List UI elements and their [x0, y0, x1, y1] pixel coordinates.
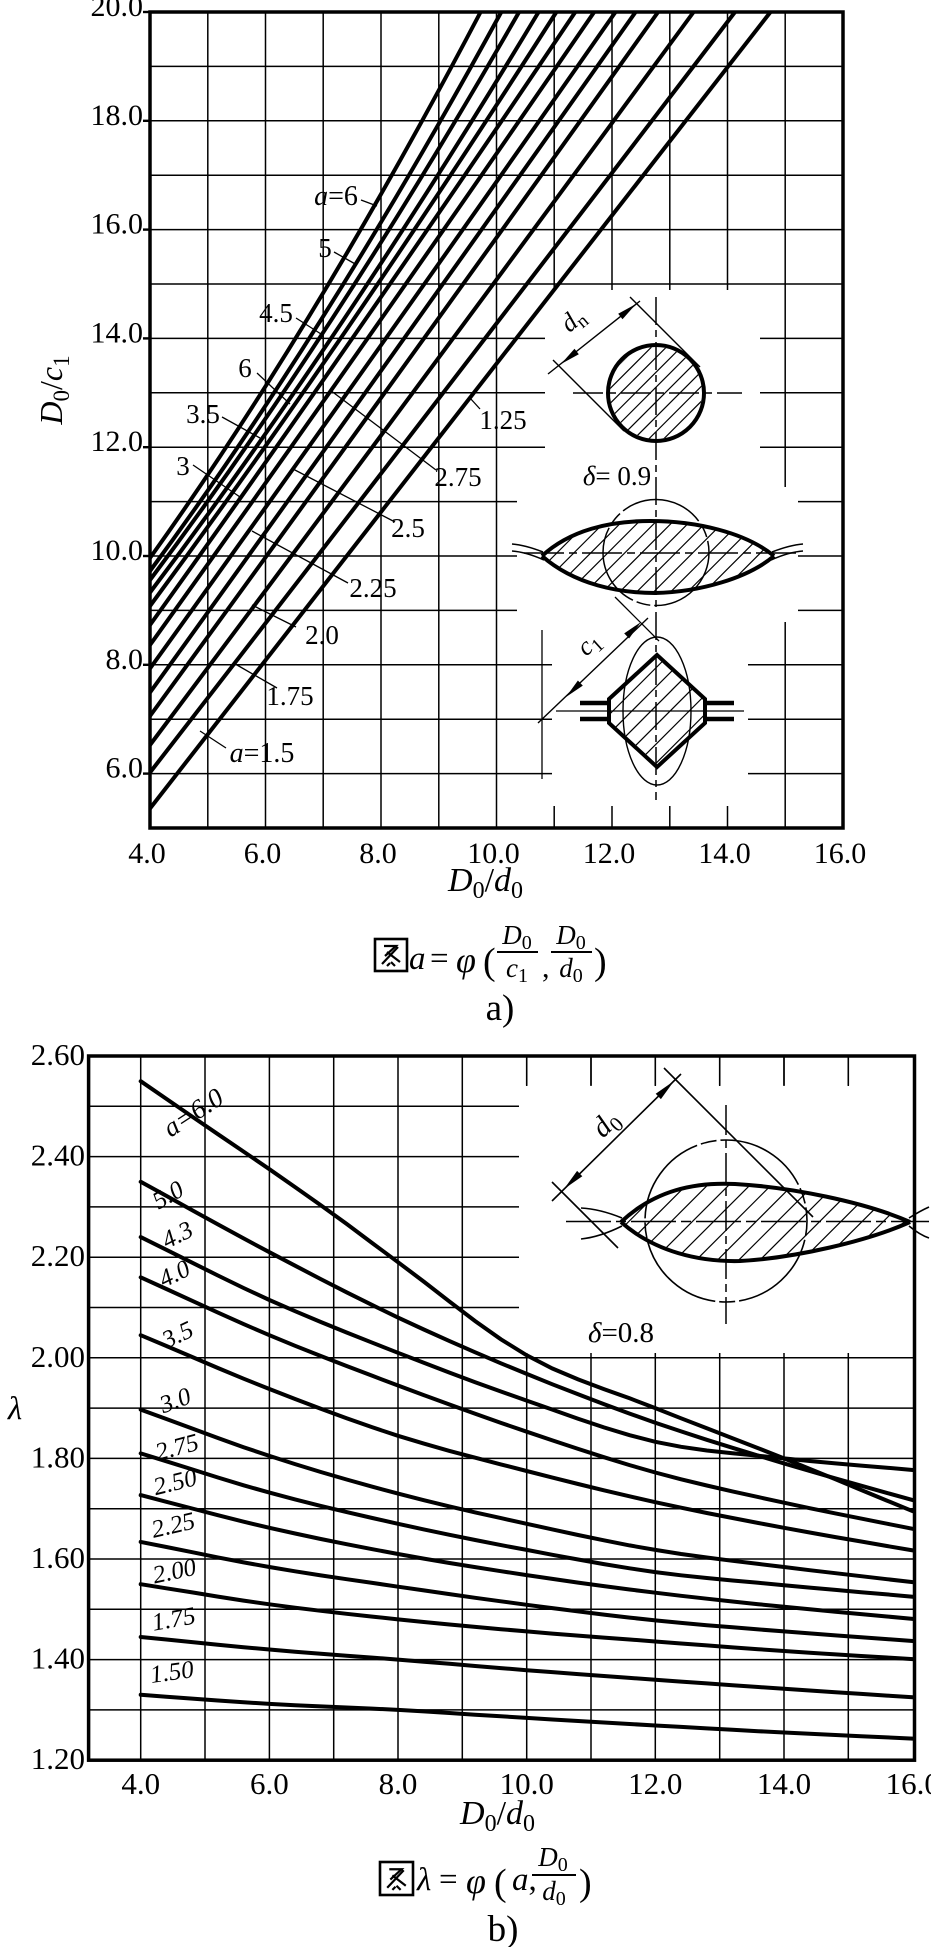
svg-text:2.20: 2.20 [31, 1238, 85, 1273]
svg-text:6.0: 6.0 [250, 1766, 289, 1801]
svg-text:2.25: 2.25 [349, 573, 396, 603]
svg-text:a,: a, [512, 1862, 537, 1898]
svg-text:18.0: 18.0 [91, 99, 144, 132]
svg-text:10.0: 10.0 [500, 1766, 554, 1801]
svg-text:a): a) [486, 988, 515, 1029]
svg-text:2.0: 2.0 [305, 620, 339, 650]
svg-text:6.0: 6.0 [106, 752, 144, 785]
svg-text:6: 6 [238, 353, 252, 383]
svg-text:16.0: 16.0 [91, 208, 144, 241]
svg-text:(: ( [494, 1862, 507, 1904]
svg-text:c1: c1 [506, 953, 528, 987]
svg-text:,: , [542, 951, 550, 984]
svg-text:λ: λ [7, 1391, 22, 1427]
svg-text:): ) [594, 941, 607, 983]
svg-text:1.25: 1.25 [479, 405, 526, 435]
svg-text:1.20: 1.20 [31, 1741, 85, 1776]
svg-text:1.50: 1.50 [148, 1656, 196, 1689]
svg-text:d0: d0 [559, 953, 583, 987]
svg-text:δ=0.8: δ=0.8 [588, 1317, 654, 1349]
svg-text:2.00: 2.00 [31, 1339, 85, 1374]
svg-text:1.60: 1.60 [31, 1540, 85, 1575]
svg-text:14.0: 14.0 [757, 1766, 811, 1801]
svg-text:8.0: 8.0 [106, 643, 144, 676]
svg-text:16.0: 16.0 [814, 837, 867, 870]
svg-text:=: = [439, 1862, 458, 1898]
svg-text:φ: φ [466, 1861, 486, 1901]
svg-text:12.0: 12.0 [628, 1766, 682, 1801]
svg-text:6.0: 6.0 [244, 837, 282, 870]
svg-text:4.0: 4.0 [121, 1766, 160, 1801]
svg-text:2.5: 2.5 [391, 513, 425, 543]
svg-text:): ) [579, 1862, 592, 1904]
svg-text:1.80: 1.80 [31, 1439, 85, 1474]
svg-text:D0: D0 [537, 1842, 568, 1876]
svg-text:λ: λ [416, 1862, 431, 1898]
svg-text:16.0: 16.0 [886, 1766, 931, 1801]
svg-text:D0: D0 [501, 920, 532, 954]
svg-text:5: 5 [318, 233, 332, 263]
svg-text:d0: d0 [542, 1876, 566, 1910]
svg-text:(: ( [483, 941, 496, 983]
svg-text:δ= 0.9: δ= 0.9 [583, 461, 651, 491]
svg-text:4.5: 4.5 [259, 298, 293, 328]
svg-text:2.75: 2.75 [434, 462, 481, 492]
svg-text:1.40: 1.40 [31, 1641, 85, 1676]
svg-text:3: 3 [176, 451, 190, 481]
svg-text:D0: D0 [555, 920, 586, 954]
svg-text:14.0: 14.0 [698, 837, 751, 870]
svg-text:b): b) [488, 1909, 519, 1947]
svg-text:a: a [409, 941, 426, 977]
svg-text:3.5: 3.5 [186, 399, 220, 429]
svg-text:φ: φ [456, 940, 476, 980]
svg-text:8.0: 8.0 [359, 837, 397, 870]
svg-text:4.0: 4.0 [128, 837, 166, 870]
svg-text:D0/d0: D0/d0 [447, 862, 523, 904]
svg-text:1.75: 1.75 [266, 681, 313, 711]
svg-text:8.0: 8.0 [379, 1766, 418, 1801]
svg-text:D0/c1: D0/c1 [33, 355, 74, 425]
svg-text:14.0: 14.0 [91, 316, 144, 349]
svg-text:10.0: 10.0 [91, 534, 144, 567]
svg-text:2.60: 2.60 [31, 1037, 85, 1072]
svg-text:10.0: 10.0 [467, 837, 520, 870]
svg-text:12.0: 12.0 [91, 425, 144, 458]
svg-text:20.0: 20.0 [91, 0, 144, 23]
svg-text:a=1.5: a=1.5 [230, 738, 295, 769]
svg-text:a=6: a=6 [314, 181, 358, 212]
svg-text:=: = [430, 941, 449, 977]
svg-text:12.0: 12.0 [583, 837, 636, 870]
svg-text:D0/d0: D0/d0 [459, 1795, 535, 1837]
svg-text:2.40: 2.40 [31, 1138, 85, 1173]
